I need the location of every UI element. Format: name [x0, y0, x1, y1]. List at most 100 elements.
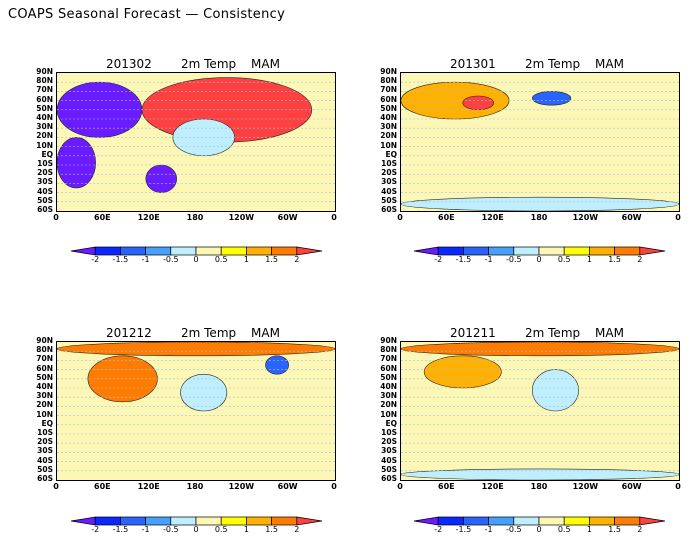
lat-tick-label: 40S: [37, 455, 53, 465]
colorbar-segment: [538, 246, 565, 256]
lon-tick-label: 60E: [438, 213, 455, 222]
lat-tick-label: 40N: [380, 382, 397, 391]
colorbar-label: -1: [484, 525, 493, 534]
lon-tick-label: 120W: [228, 213, 255, 222]
lat-tick-label: 40S: [381, 455, 397, 465]
lat-tick-label: 90N: [380, 67, 397, 76]
lat-tick-label: 50N: [36, 103, 53, 113]
panel-title-part: MAM: [251, 326, 280, 340]
lat-tick-label: 60N: [36, 363, 53, 373]
anomaly-region-canada: [265, 355, 289, 375]
lon-tick-label: 60E: [94, 213, 111, 222]
colorbar-label: 0.5: [557, 255, 571, 264]
colorbar-label: -2: [91, 525, 100, 534]
page-title: COAPS Seasonal Forecast — Consistency: [8, 7, 286, 22]
colorbar-label: -2: [434, 255, 443, 264]
lon-tick-label: 180: [530, 213, 548, 222]
lon-tick-label: 0: [53, 482, 59, 491]
lon-tick-label: 60E: [94, 482, 111, 491]
anomaly-region-australia: [145, 164, 177, 193]
lon-tick-label: 60W: [621, 213, 642, 222]
lat-tick-label: 80N: [36, 76, 53, 86]
panel-title-part: 201301: [450, 57, 496, 71]
anomaly-region-pacific-north: [531, 369, 579, 412]
colorbar-label: -0.5: [505, 255, 522, 264]
lat-tick-label: 20N: [36, 131, 53, 141]
colorbar-segment: [488, 516, 515, 526]
colorbar-label: 2: [294, 255, 300, 264]
colorbar-segment: [120, 246, 146, 256]
colorbar-segment: [639, 516, 666, 526]
colorbar-label: 1: [243, 255, 249, 264]
colorbar-label: 1: [586, 525, 592, 534]
colorbar-segment: [170, 516, 197, 526]
colorbar-label: 1: [586, 255, 592, 264]
lat-tick-label: 70N: [36, 354, 53, 364]
map-p201211: [400, 341, 680, 481]
lon-tick-label: 120E: [137, 213, 160, 222]
lat-tick-label: 10N: [36, 409, 53, 419]
panel-title-part: 2m Temp: [181, 326, 237, 340]
lat-tick-label: 60N: [380, 94, 397, 104]
lat-tick-label: 20S: [381, 437, 397, 447]
lon-tick-label: 0: [53, 213, 59, 222]
colorbar-segment: [563, 516, 590, 526]
lat-tick-label: 40S: [37, 186, 53, 196]
colorbar-segment: [220, 246, 247, 256]
lat-tick-label: 70N: [380, 85, 397, 95]
lon-tick-label: 120E: [137, 482, 160, 491]
colorbar-label: -1: [141, 255, 150, 264]
lat-tick-label: EQ: [385, 418, 398, 428]
colorbar-segment: [94, 246, 121, 256]
lat-tick-label: 30N: [380, 122, 397, 132]
colorbar-label: 1.5: [265, 525, 278, 534]
colorbar-label: -1.5: [112, 525, 129, 534]
colorbar-label: 2: [637, 255, 643, 264]
colorbar-label: 0: [536, 255, 542, 264]
lat-tick-label: 50N: [380, 372, 397, 382]
lat-tick-label: 30N: [36, 391, 53, 401]
colorbar-label: -1.5: [455, 255, 472, 264]
colorbar-segment: [589, 246, 615, 256]
colorbar-label: 0: [193, 525, 199, 534]
colorbar-label: 2: [637, 525, 643, 534]
colorbar-segment: [246, 246, 272, 256]
colorbar-segment: [463, 246, 489, 256]
lon-tick-label: 60W: [277, 482, 298, 491]
colorbar-label: -0.5: [505, 525, 522, 534]
lon-tick-label: 120W: [572, 482, 599, 491]
colorbar-label: 1: [243, 525, 249, 534]
lat-tick-label: 50S: [37, 464, 53, 474]
lat-tick-label: EQ: [41, 418, 54, 428]
colorbar-segment: [271, 516, 298, 526]
lat-tick-label: 10N: [36, 140, 53, 150]
colorbar: [70, 246, 323, 256]
lat-tick-label: 60N: [380, 363, 397, 373]
colorbar-segment: [538, 516, 565, 526]
lat-tick-label: 40N: [380, 113, 397, 122]
panel-title-part: 2m Temp: [181, 57, 237, 71]
lon-tick-label: 60W: [621, 482, 642, 491]
colorbar: [413, 246, 666, 256]
anomaly-region-southern-ocean: [401, 196, 679, 211]
lon-tick-label: 180: [186, 482, 204, 491]
colorbar-segment: [463, 516, 489, 526]
colorbar-label: 0.5: [214, 525, 228, 534]
lat-tick-label: 10S: [37, 428, 53, 437]
lat-tick-label: 40N: [36, 382, 53, 391]
lon-tick-label: 0: [675, 213, 681, 222]
map-p201302: [56, 72, 336, 212]
lat-tick-label: 60S: [37, 205, 53, 214]
panel-title-part: MAM: [251, 57, 280, 71]
colorbar-segment: [246, 516, 272, 526]
panel-title: 201212 2m Temp MAM: [56, 326, 334, 340]
anomaly-region-alaska: [531, 91, 572, 106]
colorbar-segment: [145, 246, 172, 256]
colorbar-label: -0.5: [162, 525, 179, 534]
colorbar-label: 2: [294, 525, 300, 534]
lat-tick-label: EQ: [385, 149, 398, 159]
colorbar-segment: [639, 246, 666, 256]
lat-tick-label: 10S: [381, 159, 397, 168]
lat-tick-label: 60S: [37, 474, 53, 483]
anomaly-region-arctic: [57, 342, 335, 357]
